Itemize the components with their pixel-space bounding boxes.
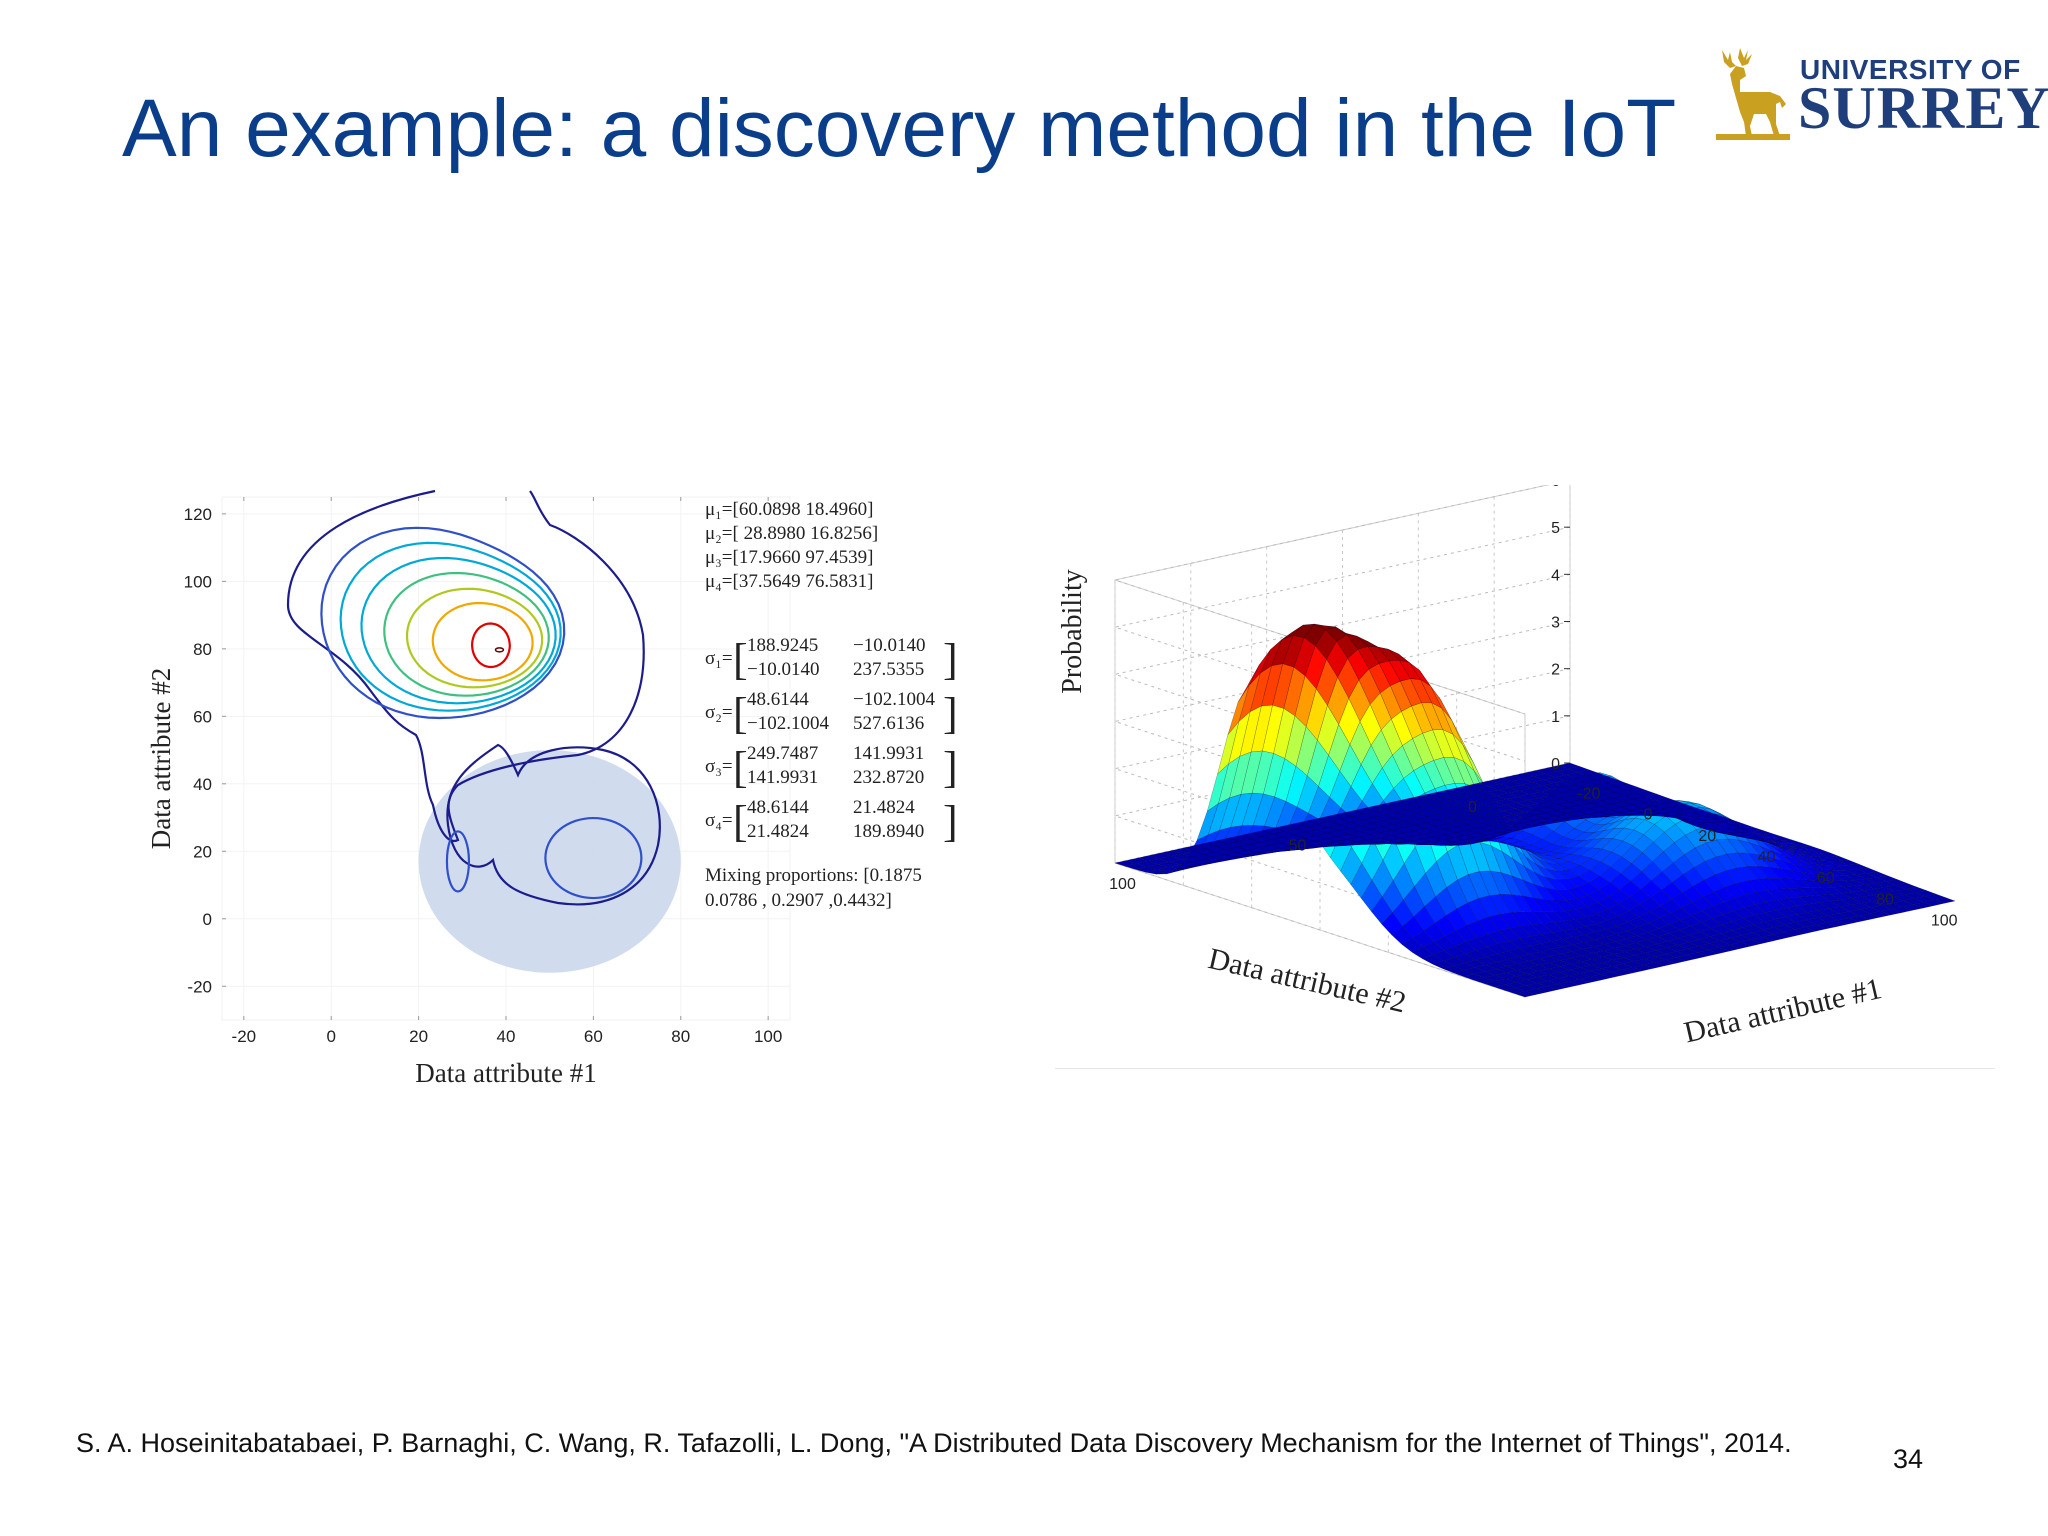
z-gridline [1113,526,1571,762]
z-tick-label: 1 [1551,709,1560,726]
mean-annotation: μ₄=[37.5649 76.5831] [705,571,873,592]
x-tick-label: 20 [1698,828,1716,845]
y-tick-label: 0 [1468,799,1477,816]
y-tick-label: 80 [193,640,212,659]
y-tick-label: 100 [184,572,212,591]
mean-annotation: μ₁=[60.0898 18.4960] [705,499,873,520]
logo-line1: UNIVERSITY OF [1800,54,2021,85]
covariance-cell: 141.9931 [853,743,924,764]
z-gridline [1113,573,1571,809]
covariance-cell: 249.7487 [747,743,818,764]
bracket-left: [ [733,635,748,684]
contour-outer [286,489,645,843]
covariance-label: σ₂= [705,702,733,723]
covariance-cell: 527.6136 [853,713,924,734]
covariance-cell: −10.0140 [853,635,925,656]
covariance-cell: 141.9931 [747,767,818,788]
x-tick-label: 0 [326,1027,335,1046]
z-tick-label: 6 [1551,485,1560,490]
covariance-label: σ₃= [705,756,733,777]
covariance-cell: 21.4824 [853,797,915,818]
bracket-left: [ [733,797,748,846]
y-tick-label: 50 [1289,838,1307,855]
covariance-cell: −102.1004 [853,689,935,710]
x-tick-label: 20 [409,1027,428,1046]
y-tick-label: 20 [193,842,212,861]
x-tick-label: 60 [1817,870,1835,887]
y-tick-label: 100 [1109,876,1136,893]
x-tick-label: -20 [1577,785,1600,802]
x-axis-label: Data attribute #1 [1681,972,1885,1050]
slide-title: An example: a discovery method in the Io… [122,83,1677,174]
covariance-cell: 189.8940 [853,821,924,842]
mean-annotation: μ₃=[17.9660 97.4539] [705,547,873,568]
contour-chart: -20 0 20 40 60 80 100 120 100 80 60 40 20 0 -20 Data at… [138,485,978,1125]
bracket-right: ] [943,635,958,684]
x-tick-label: 80 [671,1027,690,1046]
contour-mode-4 [445,830,471,893]
z-tick-label: 5 [1551,520,1560,537]
y-tick-label: 60 [193,707,212,726]
y-tick-label: 40 [193,775,212,794]
contour-level [360,556,557,705]
covariance-cell: −10.0140 [747,659,819,680]
x-tick-label: 80 [1876,891,1894,908]
covariance-cell: 188.9245 [747,635,818,656]
covariance-cell: 21.4824 [747,821,809,842]
z-tick-label: 4 [1551,567,1560,584]
contour-mode-3 [544,816,643,900]
covariance-cell: 48.6144 [747,689,809,710]
surface-cell [1557,762,1581,770]
covariance-label: σ₁= [705,648,733,669]
y-tick-label: 0 [203,910,212,929]
z-tick-label: 0 [1551,756,1560,773]
contour-level [339,541,562,712]
citation: S. A. Hoseinitabatabaei, P. Barnaghi, C.… [76,1428,1792,1458]
x-tick-label: 40 [1758,849,1776,866]
y-tick-label: -20 [187,977,212,996]
bracket-left: [ [733,689,748,738]
surface-mesh [1114,623,1956,998]
x-tick-label: 40 [497,1027,516,1046]
mean-annotation: μ₂=[ 28.8980 16.8256] [705,523,878,544]
z-axis-label: Probability [1057,569,1088,693]
contour-level [470,622,511,669]
x-tick-label: 60 [584,1027,603,1046]
highlight-region [418,750,681,973]
contour-peak [494,647,505,653]
mixing-line-2: 0.0786 , 0.2907 ,0.4432] [705,890,892,911]
university-logo: UNIVERSITY OF SURREY [1710,40,2048,150]
y-tick-label: 120 [184,505,212,524]
covariance-cell: 232.8720 [853,767,924,788]
contour-level [431,601,534,682]
bracket-right: ] [943,743,958,792]
covariance-label: σ₄= [705,810,733,831]
z-tick-label: 2 [1551,662,1560,679]
x-tick-label: 100 [1931,913,1958,930]
y-axis-label: Data attribute #2 [1205,942,1409,1020]
mixing-line-1: Mixing proportions: [0.1875 [705,865,922,886]
contour-lower [446,743,661,906]
bracket-right: ] [943,689,958,738]
x-tick-label: -20 [232,1027,257,1046]
contour-level [383,571,550,697]
page-number: 34 [1893,1444,1924,1474]
x-tick-label: 0 [1644,807,1653,824]
x-tick-label: 100 [754,1027,782,1046]
bracket-left: [ [733,743,748,792]
y-axis-label: Data attribute #2 [146,668,176,849]
chart-divider [1055,1068,1995,1069]
covariance-cell: 48.6144 [747,797,809,818]
x-axis-label: Data attribute #1 [415,1058,596,1088]
contour-level [320,526,566,720]
bracket-right: ] [943,797,958,846]
stag-icon [1716,48,1790,140]
surface-chart: 0123456x 10-4Probability-200204060801001… [1055,434,1995,1075]
z-tick-label: 3 [1551,615,1560,632]
logo-line2: SURREY [1798,75,2048,141]
covariance-cell: 237.5355 [853,659,924,680]
contour-level [406,587,544,689]
covariance-cell: −102.1004 [747,713,829,734]
z-gridline [1113,479,1571,715]
